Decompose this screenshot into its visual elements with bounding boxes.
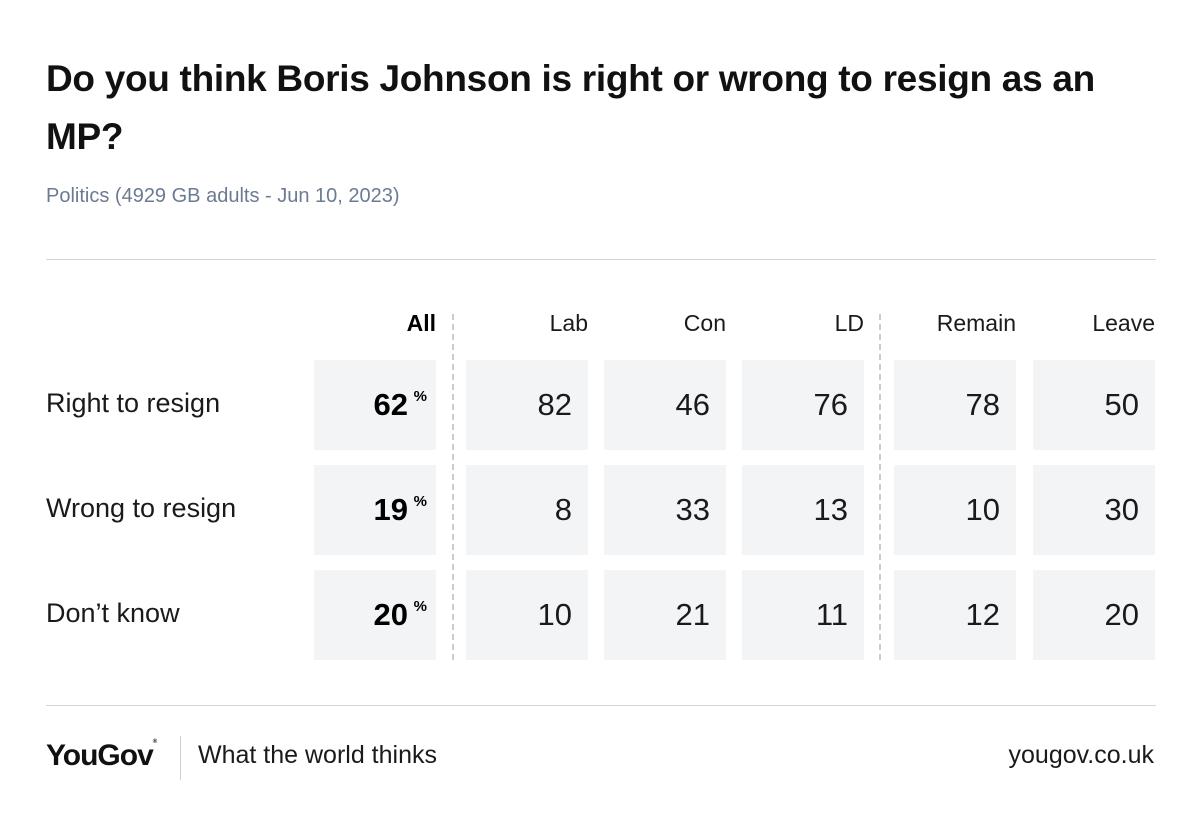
row-label: Don’t know — [46, 598, 180, 628]
data-cell: 21 — [604, 570, 726, 660]
column-header-lab: Lab — [549, 310, 588, 336]
data-value: 62 — [373, 387, 408, 422]
data-cell: 50 — [1033, 360, 1155, 450]
bottom-divider — [46, 705, 1156, 706]
data-cell: 78 — [894, 360, 1016, 450]
data-value: 12 — [965, 597, 1000, 632]
footer-separator — [180, 736, 181, 780]
data-cell: 20% — [314, 570, 436, 660]
data-value: 11 — [815, 597, 848, 632]
column-header-all: All — [406, 310, 436, 336]
percent-sign: % — [413, 388, 427, 405]
data-cell: 62% — [314, 360, 436, 450]
chart-title: Do you think Boris Johnson is right or w… — [46, 58, 1095, 157]
footer-url[interactable]: yougov.co.uk — [1008, 741, 1154, 769]
data-value: 21 — [675, 597, 710, 632]
column-divider-all — [452, 314, 454, 660]
data-value: 10 — [537, 597, 572, 632]
data-cell: 33 — [604, 465, 726, 555]
data-value: 30 — [1104, 492, 1139, 527]
percent-sign: % — [413, 598, 427, 615]
data-cell: 30 — [1033, 465, 1155, 555]
column-header-remain: Remain — [936, 310, 1016, 336]
data-value: 78 — [965, 387, 1000, 422]
data-value: 10 — [965, 492, 1000, 527]
chart-subtitle: Politics (4929 GB adults - Jun 10, 2023) — [46, 185, 400, 207]
data-cell: 76 — [742, 360, 864, 450]
data-cell: 8 — [466, 465, 588, 555]
data-cell: 10 — [466, 570, 588, 660]
data-cell: 20 — [1033, 570, 1155, 660]
data-value: 19 — [373, 492, 408, 527]
column-header-leave: Leave — [1092, 310, 1155, 336]
data-value: 46 — [675, 387, 710, 422]
data-cell: 46 — [604, 360, 726, 450]
column-header-con: Con — [683, 310, 726, 336]
data-cell: 82 — [466, 360, 588, 450]
top-divider — [46, 259, 1156, 260]
data-cell: 19% — [314, 465, 436, 555]
data-value: 20 — [373, 597, 408, 632]
data-cell: 13 — [742, 465, 864, 555]
data-cell: 11 — [742, 570, 864, 660]
data-value: 13 — [813, 492, 848, 527]
column-header-ld: LD — [834, 310, 864, 336]
column-divider-party — [879, 314, 881, 660]
yougov-logo: YouGov® — [46, 739, 157, 772]
data-cell: 10 — [894, 465, 1016, 555]
data-value: 50 — [1104, 387, 1139, 422]
data-cell: 12 — [894, 570, 1016, 660]
data-value: 8 — [554, 492, 572, 527]
data-value: 33 — [675, 492, 710, 527]
footer-tagline: What the world thinks — [198, 741, 437, 769]
data-value: 82 — [537, 387, 572, 422]
row-label: Wrong to resign — [46, 493, 237, 523]
percent-sign: % — [413, 493, 427, 510]
data-value: 76 — [813, 387, 848, 422]
data-value: 20 — [1104, 597, 1139, 632]
row-label: Right to resign — [46, 388, 221, 418]
